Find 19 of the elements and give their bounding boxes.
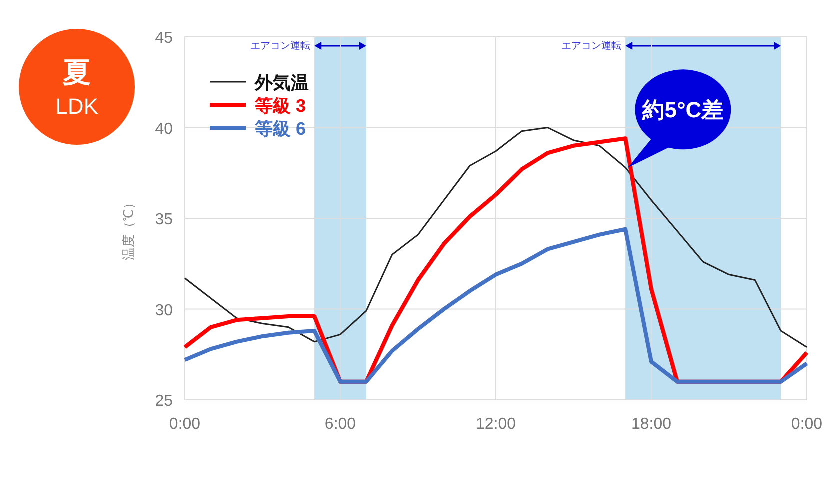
legend-label: 等級 6 xyxy=(254,119,306,139)
y-tick-label: 30 xyxy=(155,302,174,320)
legend-label: 外気温 xyxy=(254,73,309,93)
text: 夏 xyxy=(62,57,91,88)
band-label: エアコン運転 xyxy=(250,40,311,52)
y-axis-title: 温度（℃） xyxy=(121,196,136,260)
legend-label: 等級 3 xyxy=(254,96,306,116)
y-tick-label: 35 xyxy=(155,212,174,228)
annotation: 約5°C差 xyxy=(642,98,724,123)
x-tick-label: 0:00 xyxy=(791,416,823,433)
x-tick-label: 6:00 xyxy=(324,416,356,433)
x-tick-label: 0:00 xyxy=(169,416,201,433)
y-tick-label: 40 xyxy=(155,120,174,138)
y-tick-label: 25 xyxy=(155,393,174,410)
text: LDK xyxy=(56,94,99,119)
y-tick-label: 45 xyxy=(155,30,174,47)
band-label: エアコン運転 xyxy=(562,40,622,52)
x-tick-label: 18:00 xyxy=(631,416,672,433)
x-tick-label: 12:00 xyxy=(476,416,516,433)
